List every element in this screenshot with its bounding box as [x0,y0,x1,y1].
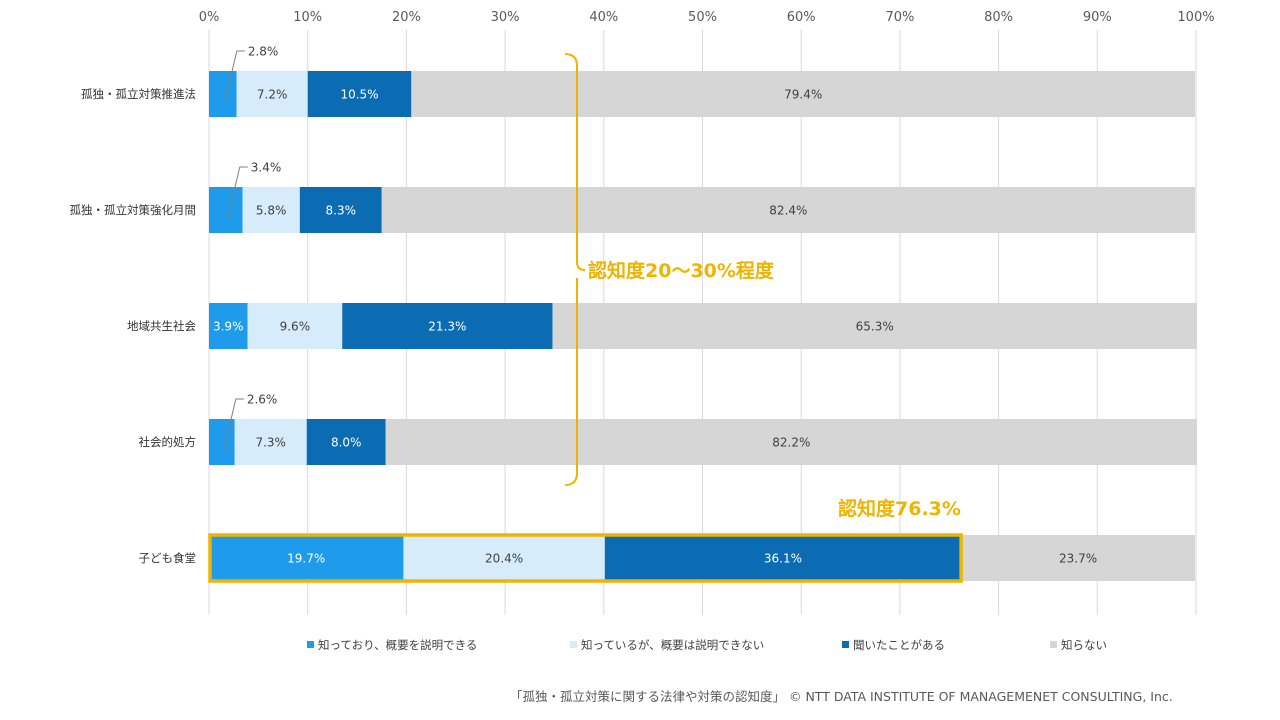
data-label: 9.6% [280,320,311,334]
legend-label: 知っているが、概要は説明できない [581,638,764,652]
bar-segment [236,71,308,117]
bar-segment [242,187,300,233]
bar-segment [961,535,1196,581]
data-label: 8.0% [331,436,362,450]
legend-swatch [307,641,314,648]
bar-segment [209,419,235,465]
bar-segment [306,419,386,465]
bar-segment [342,303,553,349]
bar-segment [604,535,962,581]
data-label: 79.4% [784,88,822,102]
data-label: 21.3% [428,320,466,334]
bar-segment [403,535,605,581]
data-label: 7.3% [255,436,286,450]
legend-label: 聞いたことがある [853,638,945,652]
category-label: 子ども食堂 [139,551,197,565]
annotation-total: 認知度76.3% [838,497,961,520]
bar-segment [385,419,1197,465]
x-tick-label: 30% [491,10,520,25]
x-tick-label: 50% [688,10,717,25]
leader-line [227,166,248,219]
x-tick-label: 60% [787,10,816,25]
data-label: 2.8% [248,45,279,59]
leader-line [224,50,245,103]
data-label: 65.3% [856,320,894,334]
bracket [564,53,586,486]
legend-label: 知らない [1061,638,1107,652]
category-label: 孤独・孤立対策推進法 [81,87,196,101]
data-label: 36.1% [764,552,802,566]
bar-segment [552,303,1197,349]
data-label: 3.4% [251,161,281,175]
data-label: 19.7% [287,552,325,566]
x-tick-label: 100% [1177,10,1214,25]
data-label: 23.7% [1059,552,1097,566]
x-tick-label: 0% [199,10,220,25]
bar-segment [411,71,1196,117]
bar-segment [247,303,343,349]
data-label: 10.5% [340,88,378,102]
bar-segment [381,187,1196,233]
bar-segment [234,419,307,465]
bar-segment [299,187,382,233]
bar-segment [209,187,243,233]
x-tick-label: 20% [392,10,421,25]
data-label: 82.4% [769,204,807,218]
category-label: 社会的処方 [139,435,197,449]
data-label: 8.3% [326,204,357,218]
data-label: 7.2% [257,88,288,102]
x-tick-label: 80% [984,10,1013,25]
x-tick-label: 90% [1083,10,1112,25]
bar-segment [209,303,248,349]
category-label: 地域共生社会 [127,319,196,333]
data-label: 5.8% [256,204,287,218]
legend-swatch [1050,641,1057,648]
data-label: 82.2% [772,436,810,450]
source-caption: 「孤独・孤立対策に関する法律や対策の認知度」 © NTT DATA INSTIT… [510,689,1173,704]
x-tick-label: 40% [589,10,618,25]
bar-segment [307,71,412,117]
annotation-range: 認知度20～30%程度 [588,259,775,282]
x-tick-label: 70% [885,10,914,25]
bar-segment [209,71,237,117]
bar-segment [209,535,404,581]
legend-swatch [842,641,849,648]
highlight-box [208,533,963,583]
x-tick-label: 10% [293,10,322,25]
category-label: 孤独・孤立対策強化月間 [70,203,197,217]
data-label: 20.4% [485,552,523,566]
legend-swatch [570,641,577,648]
leader-line [223,398,244,451]
data-label: 3.9% [213,320,244,334]
legend-label: 知っており、概要を説明できる [318,638,477,652]
data-label: 2.6% [247,393,278,407]
